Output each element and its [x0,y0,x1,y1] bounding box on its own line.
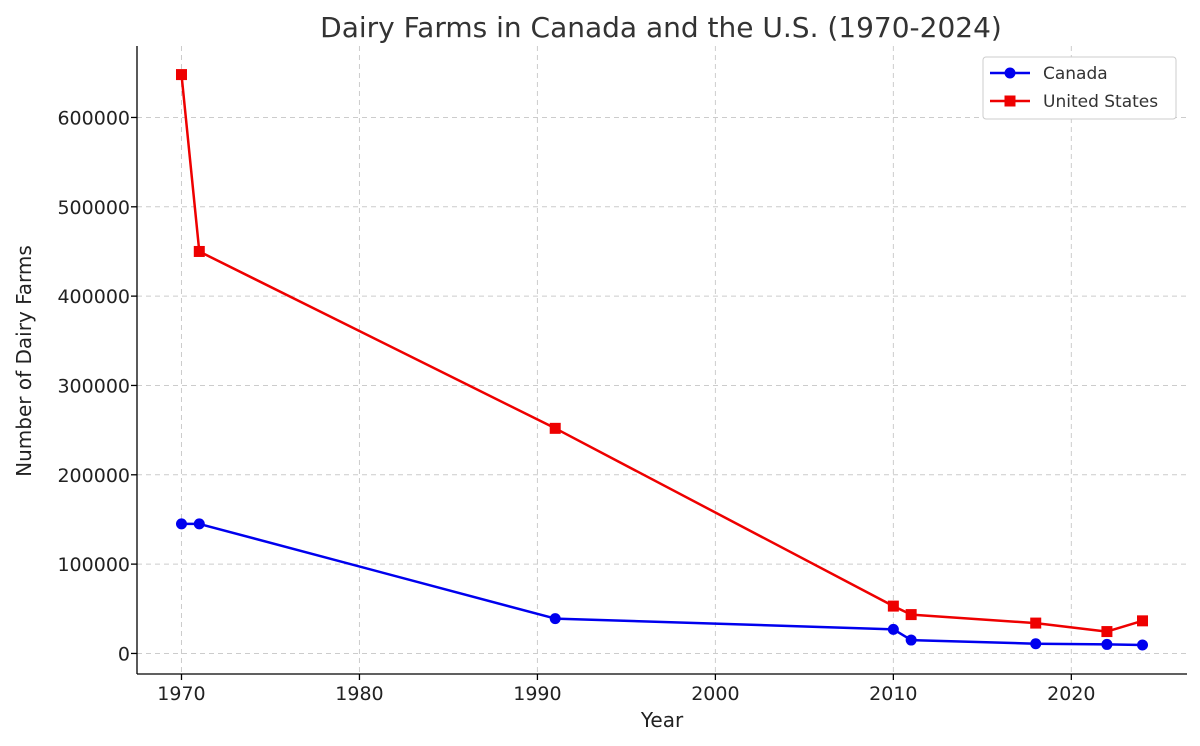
legend-canada-marker [1004,67,1016,79]
x-tick-label: 2020 [1047,683,1095,705]
data-point-united-states [193,245,205,257]
series-line-united-states [180,74,1143,633]
x-tick-label: 2000 [691,683,739,705]
data-point-canada [193,518,205,530]
legend: Canada United States [982,56,1177,120]
legend-box [982,56,1177,120]
x-axis-ticks: 1970 1980 1990 2000 2010 2020 [157,674,1096,705]
legend-united-states-label: United States [1043,92,1158,112]
series-canada [175,518,1149,651]
y-tick-label: 500000 [57,197,130,219]
y-tick-label: 100000 [57,554,130,576]
grid [137,46,1187,674]
y-tick-label: 400000 [57,286,130,308]
x-tick-label: 1980 [335,683,383,705]
y-tick-label: 300000 [57,375,130,397]
y-tick-label: 0 [118,643,130,665]
legend-united-states-marker [1004,95,1016,107]
y-axis-label: Number of Dairy Farms [12,245,36,477]
x-axis-label: Year [640,708,684,732]
data-point-united-states [1137,615,1149,627]
data-point-canada [887,623,899,635]
data-point-united-states [1030,617,1042,629]
data-point-canada [1030,638,1042,650]
data-point-united-states [1101,626,1113,638]
x-tick-label: 1970 [157,683,205,705]
data-point-canada [1137,639,1149,651]
axes-frame [136,46,1187,675]
series-united-states [175,69,1149,638]
data-point-canada [1101,638,1113,650]
x-tick-label: 1990 [513,683,561,705]
chart-title: Dairy Farms in Canada and the U.S. (1970… [320,11,1002,44]
data-point-canada [549,613,561,625]
data-point-canada [905,634,917,646]
y-tick-label: 600000 [57,107,130,129]
data-point-united-states [905,609,917,621]
x-tick-label: 2010 [869,683,917,705]
y-tick-label: 200000 [57,465,130,487]
series-layer [175,69,1149,651]
legend-canada-label: Canada [1043,64,1108,84]
data-point-canada [175,518,187,530]
series-line-canada [181,522,1143,647]
y-axis-ticks: 0 100000 200000 300000 400000 500000 600000 [57,107,137,665]
data-point-united-states [549,422,561,434]
data-point-united-states [175,69,187,81]
data-point-united-states [887,600,899,612]
